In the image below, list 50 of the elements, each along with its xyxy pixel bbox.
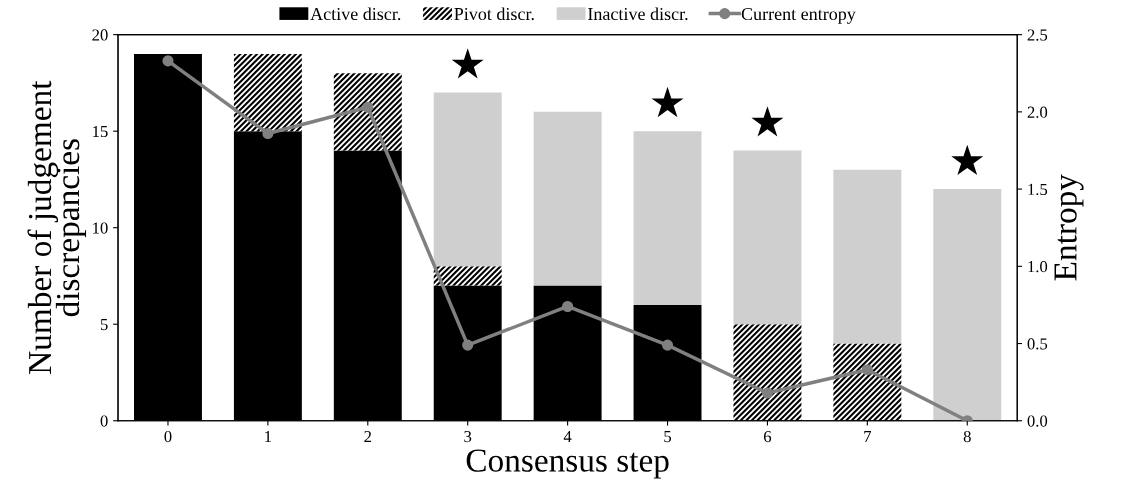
y2-tick-label: 1.5 <box>1028 183 1048 196</box>
y2-tick-label: 0.0 <box>1027 415 1048 427</box>
y-tick-label: 15 <box>93 125 108 138</box>
bar <box>933 189 1002 421</box>
x-tick-label: 2 <box>364 431 372 443</box>
point <box>362 101 374 113</box>
legend-label: Pivot discr. <box>454 7 534 21</box>
x-tick-label: 0 <box>164 430 172 443</box>
bar <box>733 150 802 325</box>
point <box>562 300 574 313</box>
annotation: ★ <box>751 106 784 137</box>
bar <box>433 266 502 286</box>
point <box>661 339 674 351</box>
annotation: ★ <box>951 144 984 176</box>
annotation: ★ <box>651 86 684 118</box>
bar <box>733 324 802 421</box>
y2-tick-label: 1.0 <box>1028 261 1048 273</box>
bar <box>533 111 602 286</box>
point <box>162 55 174 67</box>
point <box>761 387 773 399</box>
bar <box>333 73 402 151</box>
bar <box>433 92 502 267</box>
y2-axis-title: Entropy <box>1054 174 1084 281</box>
y-tick-label: 0 <box>100 415 108 427</box>
bar <box>633 131 702 305</box>
y-tick-label: 10 <box>93 222 108 234</box>
legend-label: Inactive discr. <box>588 7 688 21</box>
bar <box>233 53 302 132</box>
x-axis-title: Consensus step <box>466 449 669 479</box>
x-tick-label: 1 <box>265 431 272 443</box>
x-tick-label: 3 <box>464 431 472 443</box>
y2-tick-label: 2.0 <box>1027 106 1048 118</box>
x-tick-label: 8 <box>963 430 971 443</box>
legend-label: Current entropy <box>741 7 856 24</box>
y2-tick-label: 0.5 <box>1027 338 1048 350</box>
y-axis-title: Number of judgement discrepancies <box>27 80 87 374</box>
y-tick-label: 20 <box>92 29 108 41</box>
bar <box>833 169 902 344</box>
point <box>262 127 274 140</box>
bar <box>833 343 902 421</box>
x-tick-label: 7 <box>864 431 872 443</box>
annotation: ★ <box>451 48 484 79</box>
x-tick-label: 4 <box>563 431 572 443</box>
x-tick-label: 6 <box>763 431 772 443</box>
y-tick-label: 5 <box>100 319 108 331</box>
legend-label: Active discr. <box>310 7 401 21</box>
x-tick-label: 5 <box>664 431 672 443</box>
point <box>462 339 474 351</box>
y2-tick-label: 2.5 <box>1027 29 1048 41</box>
point <box>861 364 873 376</box>
